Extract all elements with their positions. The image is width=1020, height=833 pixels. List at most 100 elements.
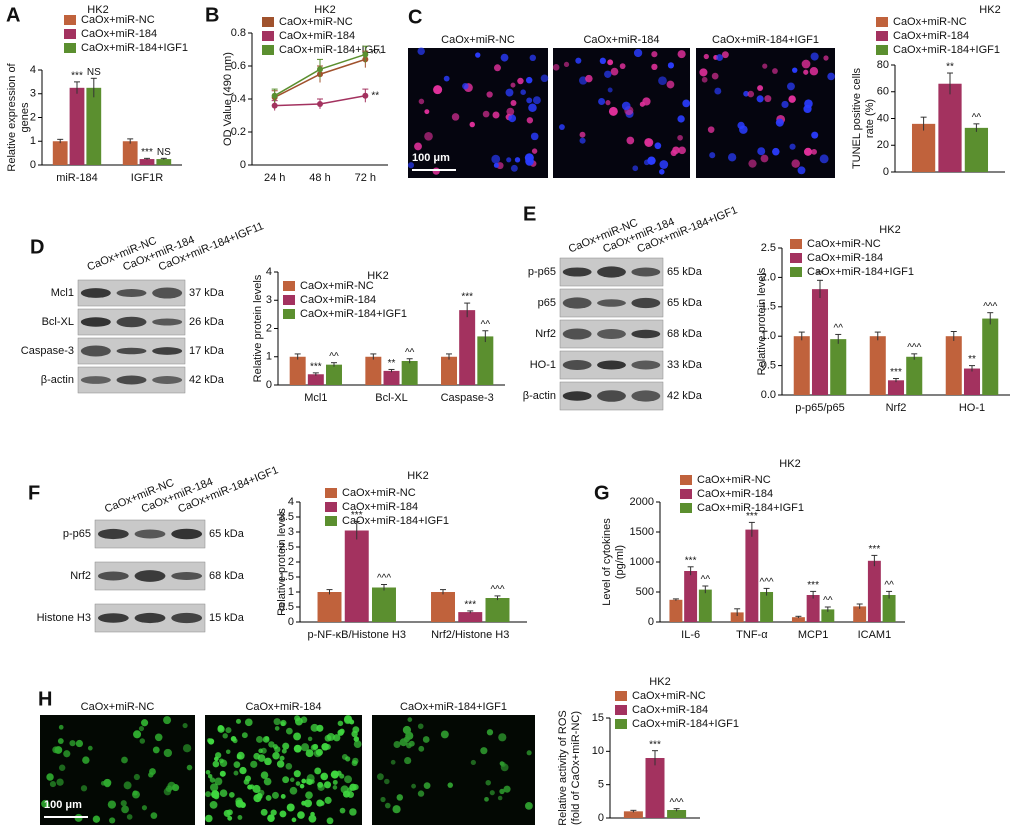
cell xyxy=(260,771,269,779)
cell xyxy=(312,743,319,750)
y-tick-label: 3 xyxy=(266,294,272,306)
y-tick-label: 0.6 xyxy=(231,60,246,72)
y-tick-label: 80 xyxy=(877,59,889,71)
y-axis-label: Relative protein levels xyxy=(276,508,288,616)
cell xyxy=(244,775,252,782)
bar xyxy=(667,810,687,818)
y-tick-label: 1.5 xyxy=(761,301,776,313)
blot-band xyxy=(97,571,129,581)
cell xyxy=(262,736,270,743)
cell xyxy=(654,142,662,150)
cell xyxy=(253,794,262,803)
y-axis-label: Relative activity of ROS xyxy=(557,710,569,826)
y-tick-label: 0.4 xyxy=(231,93,246,105)
cell xyxy=(405,731,414,740)
cell xyxy=(424,131,433,141)
kda-label: 68 kDa xyxy=(209,570,245,582)
bar xyxy=(52,141,68,165)
legend-label: CaOx+miR-184+IGF1 xyxy=(279,44,386,56)
cell xyxy=(677,50,686,59)
cell xyxy=(75,739,84,748)
cell xyxy=(418,98,425,105)
legend-swatch xyxy=(283,281,295,291)
bar xyxy=(139,159,155,165)
bar xyxy=(963,368,981,395)
legend-label: CaOx+miR-NC xyxy=(697,474,771,486)
cell xyxy=(253,752,261,760)
cell xyxy=(714,87,722,95)
cell xyxy=(152,746,160,754)
cell xyxy=(440,730,449,739)
cell xyxy=(291,817,297,823)
cell xyxy=(300,743,310,752)
x-tick-label: 72 h xyxy=(355,172,376,184)
x-tick-label: p-NF-κB/Histone H3 xyxy=(308,629,406,641)
cell xyxy=(711,72,719,80)
cell xyxy=(339,807,346,814)
y-tick-label: 15 xyxy=(592,712,604,724)
chart-title: HK2 xyxy=(407,470,428,482)
bar xyxy=(458,612,483,622)
x-tick-label: Bcl-XL xyxy=(375,392,407,404)
y-tick-label: 1500 xyxy=(630,526,654,538)
cell xyxy=(659,169,665,175)
legend-swatch xyxy=(876,17,888,27)
x-tick-label: IL-6 xyxy=(681,629,700,641)
chart-title: HK2 xyxy=(779,458,800,470)
cell xyxy=(332,785,338,790)
micrograph-caption: CaOx+miR-184+IGF1 xyxy=(400,701,507,713)
cell xyxy=(433,85,443,95)
blot-band xyxy=(134,570,166,582)
cell xyxy=(469,121,475,128)
y-tick-label: 1 xyxy=(288,586,294,598)
cell xyxy=(222,733,228,739)
cell xyxy=(579,131,586,138)
legend-swatch xyxy=(876,31,888,41)
cell xyxy=(233,770,239,776)
cell xyxy=(399,738,408,747)
kda-label: 42 kDa xyxy=(189,374,225,386)
bar xyxy=(684,571,698,622)
cell xyxy=(384,778,390,785)
bar xyxy=(317,592,342,622)
cell xyxy=(219,759,228,767)
cell xyxy=(123,781,132,790)
y-tick-label: 0.8 xyxy=(231,27,246,39)
y-tick-label: 0 xyxy=(883,166,889,178)
legend-swatch xyxy=(680,489,692,499)
cell xyxy=(610,67,619,76)
cell xyxy=(414,142,422,151)
cell xyxy=(748,159,757,168)
y-tick-label: 4 xyxy=(266,266,272,278)
cell xyxy=(827,72,835,81)
cell xyxy=(417,47,425,55)
cell xyxy=(80,785,88,792)
cell xyxy=(182,744,192,753)
bar xyxy=(793,336,810,395)
row-label: Nrf2 xyxy=(70,570,91,582)
cell xyxy=(235,718,242,724)
x-tick-label: 24 h xyxy=(264,172,285,184)
cell xyxy=(486,91,493,98)
cell xyxy=(540,74,549,83)
cell xyxy=(396,794,404,801)
x-tick-label: ICAM1 xyxy=(858,629,892,641)
cell xyxy=(632,165,639,172)
y-tick-label: 60 xyxy=(877,86,889,98)
cell xyxy=(492,111,500,119)
cell xyxy=(353,740,362,749)
blot-band xyxy=(562,267,592,277)
legend-swatch xyxy=(64,29,76,39)
y-tick-label: 3 xyxy=(288,526,294,538)
legend-label: CaOx+miR-NC xyxy=(81,14,155,26)
cell xyxy=(677,134,683,141)
significance-label: *** xyxy=(310,361,322,372)
cell xyxy=(506,107,515,116)
y-axis-label: Relative protein levels xyxy=(252,274,264,382)
cell xyxy=(499,788,505,795)
y-tick-label: 2 xyxy=(266,322,272,334)
significance-label: ^^ xyxy=(884,580,894,591)
point xyxy=(317,66,323,73)
cell xyxy=(140,719,149,727)
blot-band xyxy=(80,376,111,384)
